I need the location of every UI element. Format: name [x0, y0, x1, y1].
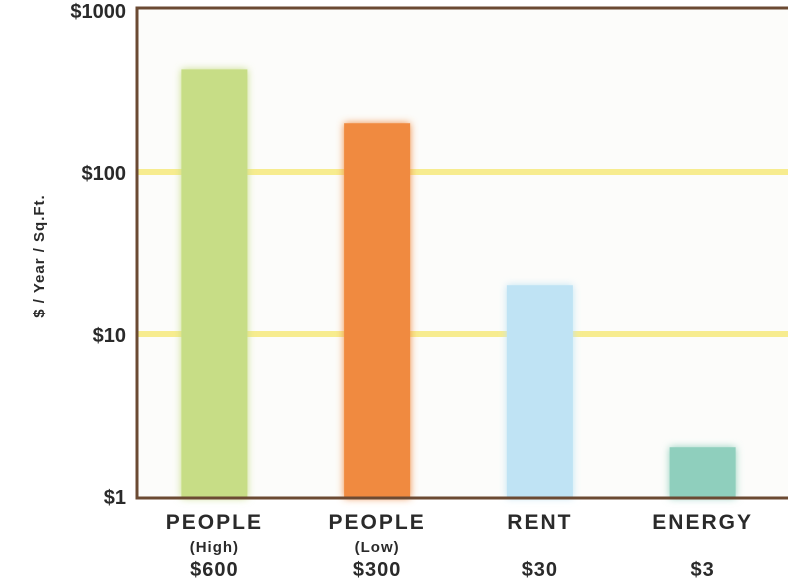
bar-1: [344, 123, 411, 498]
bar-2: [506, 285, 573, 498]
category-sub-0: (High): [190, 539, 239, 556]
y-tick-label-3: $1000: [70, 1, 126, 23]
y-tick-labels: $1 $10 $100 $1000: [70, 1, 126, 509]
y-tick-label-1: $10: [93, 325, 126, 347]
category-name-3: ENERGY: [652, 511, 753, 534]
plot-frame: [135, 6, 788, 500]
y-tick-label-0: $1: [104, 487, 126, 509]
bar-0: [181, 69, 248, 498]
category-value-1: $300: [353, 559, 402, 581]
category-sub-1: (Low): [355, 539, 400, 556]
category-value-0: $600: [190, 559, 239, 581]
category-labels: PEOPLE (High) $600 PEOPLE (Low) $300 RENT $30 EN…: [166, 511, 753, 581]
category-value-3: $3: [691, 559, 715, 581]
y-tick-label-2: $100: [82, 163, 127, 185]
category-name-1: PEOPLE: [329, 511, 426, 534]
bars: [181, 69, 736, 498]
category-name-2: RENT: [507, 511, 572, 534]
y-axis-label: $ / Year / Sq.Ft.: [31, 194, 48, 317]
bar-3: [669, 447, 736, 498]
category-value-2: $30: [522, 559, 558, 581]
category-name-0: PEOPLE: [166, 511, 263, 534]
